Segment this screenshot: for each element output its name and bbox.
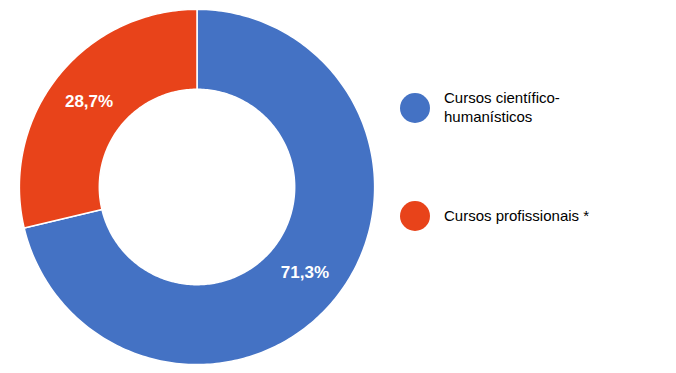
html-text:humanísticos: humanísticos bbox=[444, 108, 533, 126]
svg-text:28,7%: 28,7% bbox=[64, 92, 112, 111]
svg-text:71,3%: 71,3% bbox=[280, 263, 328, 282]
html-text:Cursos científico-: Cursos científico- bbox=[444, 89, 560, 107]
html-text:Cursos profissionais *: Cursos profissionais * bbox=[444, 207, 590, 224]
